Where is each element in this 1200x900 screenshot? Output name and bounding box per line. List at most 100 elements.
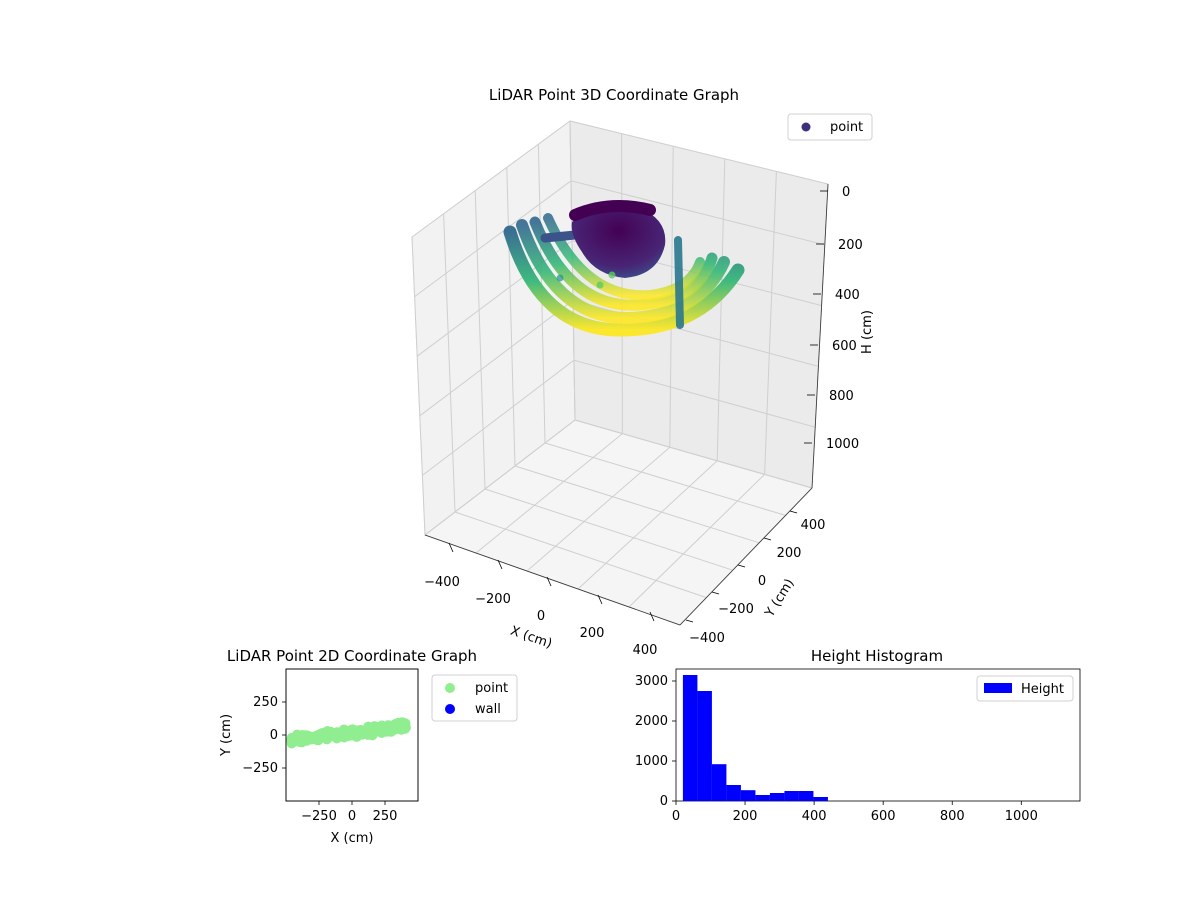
- arc-band-4: [543, 213, 705, 301]
- stray-point: [608, 271, 616, 279]
- x-tick-label-hist: 400: [802, 809, 827, 824]
- dome-structure: [571, 205, 666, 278]
- histogram-bar: [769, 793, 785, 801]
- grid-line: [716, 158, 726, 461]
- x-tick-label-hist: 600: [871, 809, 896, 824]
- x-axis-label-2d: X (cm): [331, 831, 374, 846]
- x-tick-mark: [649, 611, 655, 622]
- legend-3d-frame: [787, 113, 873, 141]
- y-tick-label-hist: 2000: [635, 714, 668, 729]
- histogram-bar: [755, 795, 770, 801]
- y-tick-mark: [711, 591, 720, 595]
- y-axis-label: Y (cm): [762, 576, 798, 620]
- grid-line: [443, 213, 456, 513]
- y-tick-label-hist: 3000: [635, 674, 668, 689]
- scatter-point: [297, 735, 308, 746]
- histogram-bar: [726, 785, 741, 801]
- z-tick-label: 400: [835, 288, 860, 303]
- x-tick-label: −200: [475, 592, 511, 607]
- x-tick-mark: [497, 559, 503, 570]
- scatter-point: [286, 732, 297, 743]
- dome-top: [569, 200, 656, 221]
- y-tick-label: 200: [777, 546, 802, 561]
- legend-label-wall: wall: [475, 702, 501, 717]
- x-axis-line: [424, 534, 681, 626]
- grid-line: [506, 167, 516, 467]
- histogram-bar: [697, 691, 712, 801]
- y-tick-mark: [789, 510, 798, 514]
- x-tick-label-hist: 1000: [1005, 809, 1038, 824]
- x-tick-label: 200: [580, 626, 605, 641]
- grid-line: [474, 190, 486, 490]
- legend-marker-wall: [445, 704, 455, 714]
- y-ticks: −400 −200 0 200 400: [685, 510, 825, 646]
- x-tick-label: 0: [537, 609, 545, 624]
- legend-2d: point wall: [431, 674, 518, 722]
- grid-line: [577, 460, 718, 590]
- scatter-point: [393, 717, 404, 728]
- grid-line: [574, 419, 813, 489]
- z-axis-line: [811, 183, 829, 489]
- scatter-point: [327, 729, 338, 740]
- y-tick-label-hist: 1000: [635, 754, 668, 769]
- x-axis-label: X (cm): [508, 624, 554, 652]
- grid-line: [764, 171, 777, 475]
- histogram-bar: [682, 675, 698, 801]
- legend-marker-height: [984, 683, 1012, 693]
- chart-3d: LiDAR Point 3D Coordinate Graph: [411, 86, 875, 658]
- grid-line: [424, 419, 576, 536]
- y-tick-label-2d: 0: [270, 728, 278, 743]
- x-tick-label-hist: 200: [733, 809, 758, 824]
- grid-line: [475, 433, 623, 554]
- grid-line: [411, 120, 571, 238]
- grid-line: [416, 240, 573, 357]
- x-tick-label: −400: [424, 575, 460, 590]
- grid-line: [569, 120, 829, 185]
- legend-hist: Height: [976, 675, 1074, 702]
- chart-3d-title: LiDAR Point 3D Coordinate Graph: [489, 86, 739, 104]
- legend-marker-point: [801, 122, 811, 132]
- y-tick-label-2d: 250: [253, 695, 278, 710]
- chart-2d: LiDAR Point 2D Coordinate Graph −250 0 250…: [219, 647, 518, 846]
- y-tick-mark: [737, 564, 746, 568]
- y-tick-label-2d: −250: [242, 761, 278, 776]
- grid-line: [526, 446, 671, 572]
- stray-point: [556, 274, 564, 282]
- histogram-ticks: 0 200 400 600 800 1000 0 1000 2000 3000: [635, 674, 1038, 824]
- grid-line: [570, 180, 825, 246]
- arc-band-3: [529, 216, 718, 311]
- grid-line: [422, 359, 575, 476]
- grid-line: [414, 180, 572, 298]
- vertical-column: [674, 236, 684, 329]
- grid-line: [484, 488, 733, 571]
- histogram-bar: [813, 797, 828, 801]
- x-ticks: −400 −200 0 200 400: [424, 542, 657, 658]
- x-tick-label-2d: 0: [348, 809, 356, 824]
- histogram-bar: [740, 790, 756, 801]
- x-tick-mark: [597, 594, 603, 605]
- y-tick-mark: [685, 619, 694, 623]
- z-axis-label: H (cm): [860, 310, 875, 354]
- z-tick-label: 0: [842, 185, 850, 200]
- z-ticks: 0 200 400 600 800 1000: [804, 185, 863, 452]
- x-tick-label-2d: 250: [373, 809, 398, 824]
- legend-label-point: point: [830, 120, 863, 135]
- grid-line: [628, 474, 765, 608]
- point-cloud: [503, 200, 745, 337]
- legend-marker-point-2d: [445, 683, 455, 693]
- x-tick-mark: [546, 576, 552, 587]
- scatter-point: [352, 727, 363, 738]
- histogram-bar: [784, 791, 799, 801]
- grid-line: [514, 465, 760, 544]
- scatter-point: [314, 733, 325, 744]
- chart-2d-title: LiDAR Point 2D Coordinate Graph: [227, 647, 477, 665]
- legend-hist-frame: [976, 675, 1074, 702]
- scatter-2d-points: [286, 717, 411, 749]
- legend-label-point-2d: point: [475, 681, 508, 696]
- scatter-point: [373, 722, 384, 733]
- histogram-bars: [682, 675, 828, 801]
- histogram-title: Height Histogram: [811, 647, 943, 665]
- legend-3d: point: [787, 113, 873, 141]
- chart-histogram: Height Histogram 0 200 400 600 800 1000 0 1000 2…: [635, 647, 1081, 824]
